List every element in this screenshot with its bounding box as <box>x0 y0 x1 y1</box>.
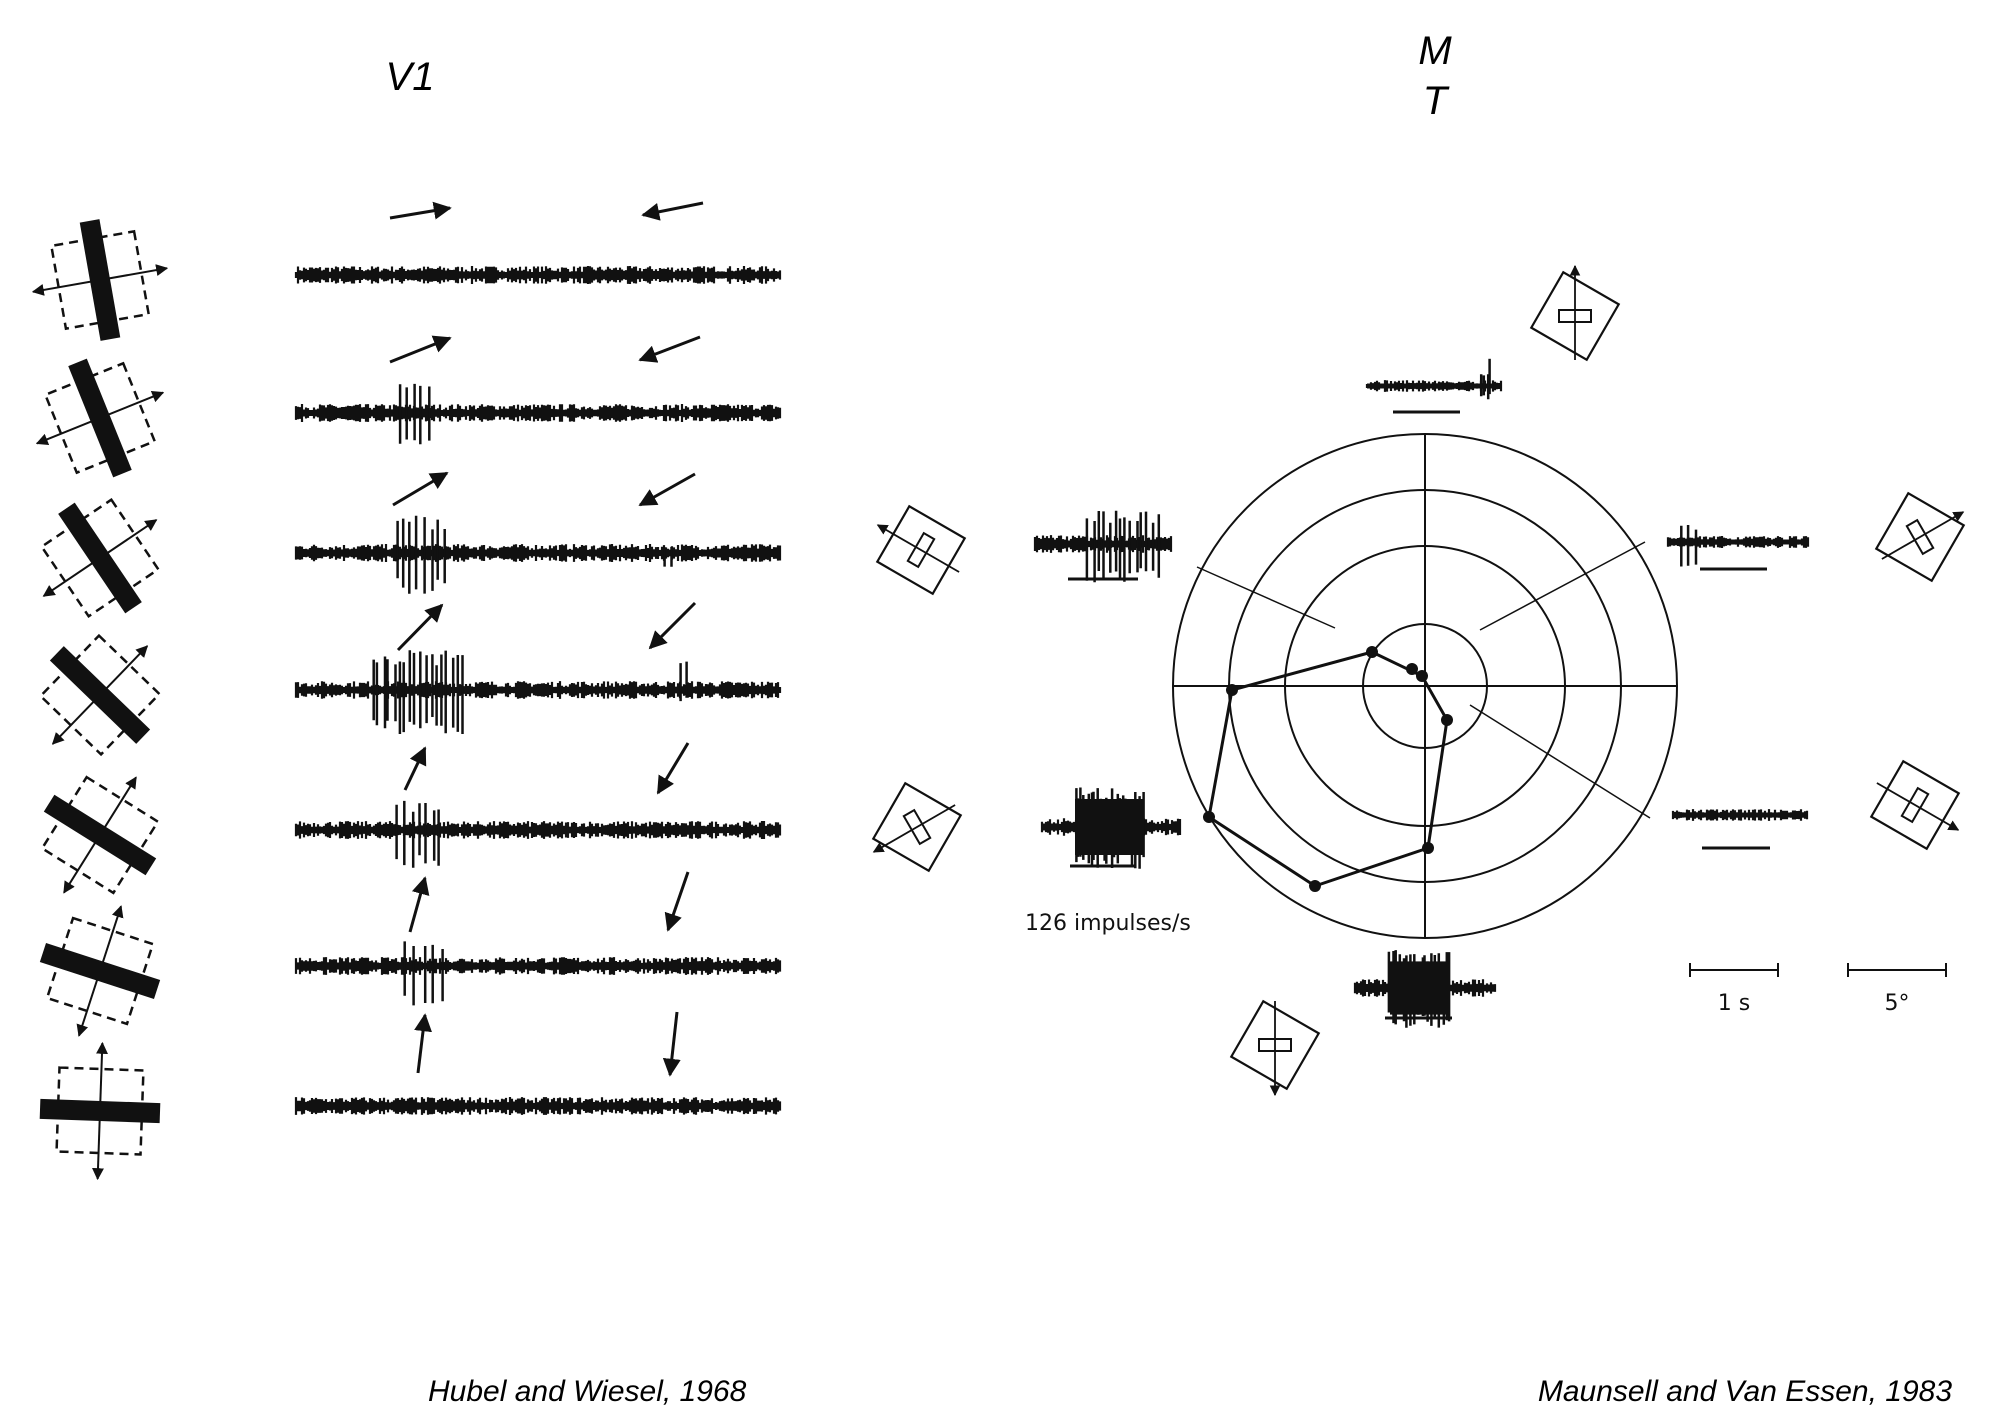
time-scale-label: 1 s <box>1718 991 1750 1016</box>
spike-train-icon <box>1666 525 1810 571</box>
bar-stimulus-icon <box>43 794 157 876</box>
receptive-field-icon <box>1869 759 1961 851</box>
v1-row-2 <box>35 335 782 478</box>
mt-stimulus-icons <box>871 264 1966 1097</box>
spike-train-icon <box>294 1097 782 1115</box>
polar-data-point <box>1309 880 1321 892</box>
spike-train-icon <box>294 515 782 594</box>
receptive-field-icon <box>871 781 963 873</box>
direction-arrow-icon <box>1881 511 1965 560</box>
spike-train-icon <box>1033 510 1173 583</box>
direction-arrow-icon <box>414 1013 432 1074</box>
v1-panel-title: V1 <box>385 55 435 99</box>
receptive-field-icon <box>39 1041 161 1181</box>
rate-label: 126 impulses/s <box>1025 911 1191 936</box>
direction-arrow-icon <box>638 335 701 363</box>
direction-arrow-icon <box>664 871 690 932</box>
v1-row-1 <box>31 201 782 341</box>
direction-arrow-icon <box>403 746 427 791</box>
spike-train-icon <box>294 383 782 445</box>
v1-row-5 <box>40 742 782 895</box>
polar-plot-icon <box>1172 433 1678 939</box>
polar-data-point <box>1416 670 1428 682</box>
receptive-field-icon <box>1529 264 1621 362</box>
spike-train-icon <box>1353 950 1497 1028</box>
polar-data-point <box>1422 842 1434 854</box>
angle-scale-label: 5° <box>1885 991 1910 1016</box>
v1-panel <box>31 201 782 1181</box>
direction-arrow-icon <box>638 472 696 507</box>
receptive-field-icon <box>31 219 169 341</box>
spike-train-icon <box>1671 809 1809 850</box>
direction-arrow-icon <box>641 201 704 221</box>
v1-row-4 <box>38 601 782 757</box>
spike-train-icon <box>1040 787 1182 869</box>
angle-scale-bar: 5° <box>1847 963 1947 1016</box>
mt-spike-trains <box>1033 358 1810 1028</box>
direction-arrow-icon <box>648 601 697 650</box>
spike-train-icon <box>294 800 782 868</box>
direction-arrow-icon <box>662 1011 681 1077</box>
receptive-field-icon <box>875 504 967 596</box>
direction-arrow-icon <box>389 201 452 220</box>
bar-stimulus-icon <box>39 942 161 1000</box>
polar-data-point <box>1441 714 1453 726</box>
polar-data-points <box>1203 646 1453 892</box>
polar-data-point <box>1203 811 1215 823</box>
spike-train-icon <box>294 650 782 734</box>
spike-train-icon <box>294 266 782 284</box>
direction-arrow-icon <box>392 471 449 507</box>
bar-stimulus-icon <box>49 646 151 744</box>
direction-arrow-icon <box>389 335 452 364</box>
direction-arrow-icon <box>876 524 960 573</box>
v1-citation: Hubel and Wiesel, 1968 <box>428 1375 747 1408</box>
receptive-field-icon <box>35 358 165 478</box>
polar-data-point <box>1406 663 1418 675</box>
bar-stimulus-icon <box>68 358 132 478</box>
receptive-field-icon <box>39 497 161 619</box>
direction-arrow-icon <box>1876 782 1960 831</box>
time-scale-bar: 1 s <box>1689 963 1779 1016</box>
bar-stimulus-icon <box>79 219 121 341</box>
direction-arrow-icon <box>408 876 430 933</box>
receptive-field-icon <box>40 775 160 895</box>
v1-row-6 <box>39 871 782 1037</box>
spike-train-icon <box>294 941 782 1006</box>
receptive-field-icon <box>38 633 162 757</box>
receptive-field-icon <box>1874 491 1966 583</box>
direction-arrow-icon <box>396 603 444 652</box>
polar-data-point <box>1366 646 1378 658</box>
v1-row-7 <box>39 1011 782 1181</box>
v1-row-3 <box>39 471 782 619</box>
receptive-field-icon <box>1229 999 1321 1097</box>
direction-arrow-icon <box>872 804 956 853</box>
spike-train-icon <box>1365 358 1503 414</box>
polar-data-point <box>1226 684 1238 696</box>
bar-stimulus-icon <box>58 502 142 614</box>
mt-citation: Maunsell and Van Essen, 1983 <box>1537 1375 1952 1408</box>
direction-arrow-icon <box>656 742 690 795</box>
mt-panel-title: M T <box>1418 29 1452 123</box>
receptive-field-icon <box>39 905 161 1037</box>
mt-panel: 126 impulses/s 1 s 5° <box>871 264 1966 1097</box>
bar-stimulus-icon <box>39 1098 161 1124</box>
